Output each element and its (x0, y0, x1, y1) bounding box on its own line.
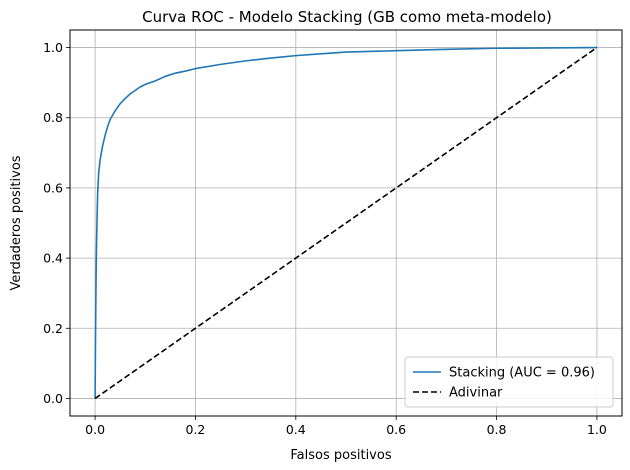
series-line-adivinar (94, 46, 598, 400)
y-tick-label: 0.2 (43, 321, 63, 336)
y-tick-label: 0.4 (43, 251, 63, 266)
chart-title: Curva ROC - Modelo Stacking (GB como met… (142, 8, 552, 26)
x-tick-label: 0.0 (85, 422, 105, 437)
legend-label: Adivinar (449, 386, 503, 401)
series-line-stacking (94, 46, 597, 399)
y-tick-label: 0.6 (43, 180, 63, 195)
series-layer (94, 46, 598, 400)
y-axis-label: Verdaderos positivos (9, 155, 24, 290)
y-tick-label: 0.0 (43, 391, 63, 406)
ticks: 0.0 0.2 0.4 0.6 0.8 1.0 0.0 0.2 0.4 0.6 0.8 1.0 (43, 40, 607, 437)
grid (70, 30, 622, 416)
legend-box (404, 356, 614, 408)
x-tick-label: 0.6 (386, 422, 406, 437)
legend-label: Stacking (AUC = 0.96) (449, 366, 595, 381)
plot-frame (69, 29, 623, 417)
x-tick-label: 0.8 (487, 422, 507, 437)
legend: Stacking (AUC = 0.96) Adivinar (404, 356, 614, 408)
x-axis-label: Falsos positivos (290, 448, 391, 463)
y-tick-label: 0.8 (43, 110, 63, 125)
x-tick-label: 1.0 (587, 422, 607, 437)
x-tick-label: 0.2 (186, 422, 206, 437)
x-tick-label: 0.4 (286, 422, 306, 437)
y-tick-label: 1.0 (43, 40, 63, 55)
